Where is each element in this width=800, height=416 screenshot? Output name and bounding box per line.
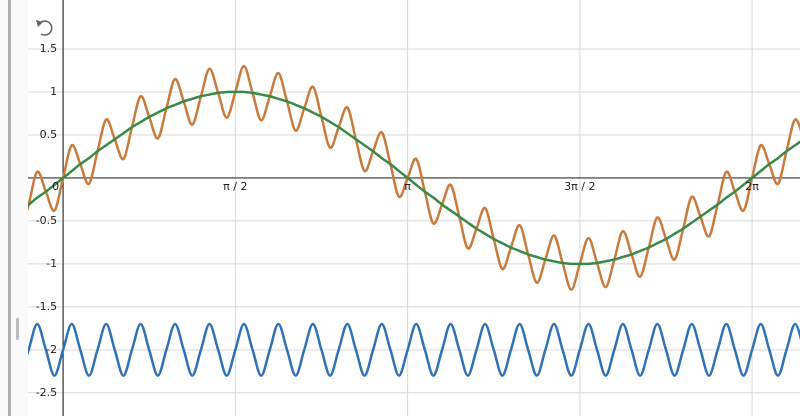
- function-curve: [28, 64, 800, 291]
- panel-divider: [8, 0, 11, 416]
- expression-panel-edge: [0, 0, 28, 416]
- x-tick-label: 0: [52, 180, 59, 193]
- y-tick-label: -1: [46, 257, 57, 270]
- labels: -2.5 -2 -1.5 -1 -0.5 0.5 1 1.5 0 π / 2 π 3π / 2 2π: [36, 42, 760, 399]
- function-curve: [28, 322, 800, 377]
- undo-button[interactable]: [36, 20, 53, 36]
- x-tick-label: 3π / 2: [564, 180, 595, 193]
- x-tick-label: π / 2: [223, 180, 247, 193]
- y-tick-label: 1.5: [40, 42, 58, 55]
- y-tick-label: -1.5: [36, 300, 57, 313]
- x-tick-label: π: [404, 180, 411, 193]
- y-tick-label: -0.5: [36, 214, 57, 227]
- y-tick-label: -2.5: [36, 386, 57, 399]
- curves: [28, 64, 800, 377]
- y-tick-label: 1: [50, 85, 57, 98]
- y-tick-label: 0.5: [40, 128, 58, 141]
- y-tick-label: -2: [46, 343, 57, 356]
- resize-handle[interactable]: [16, 318, 19, 340]
- function-curve: [28, 90, 800, 266]
- x-tick-label: 2π: [745, 180, 759, 193]
